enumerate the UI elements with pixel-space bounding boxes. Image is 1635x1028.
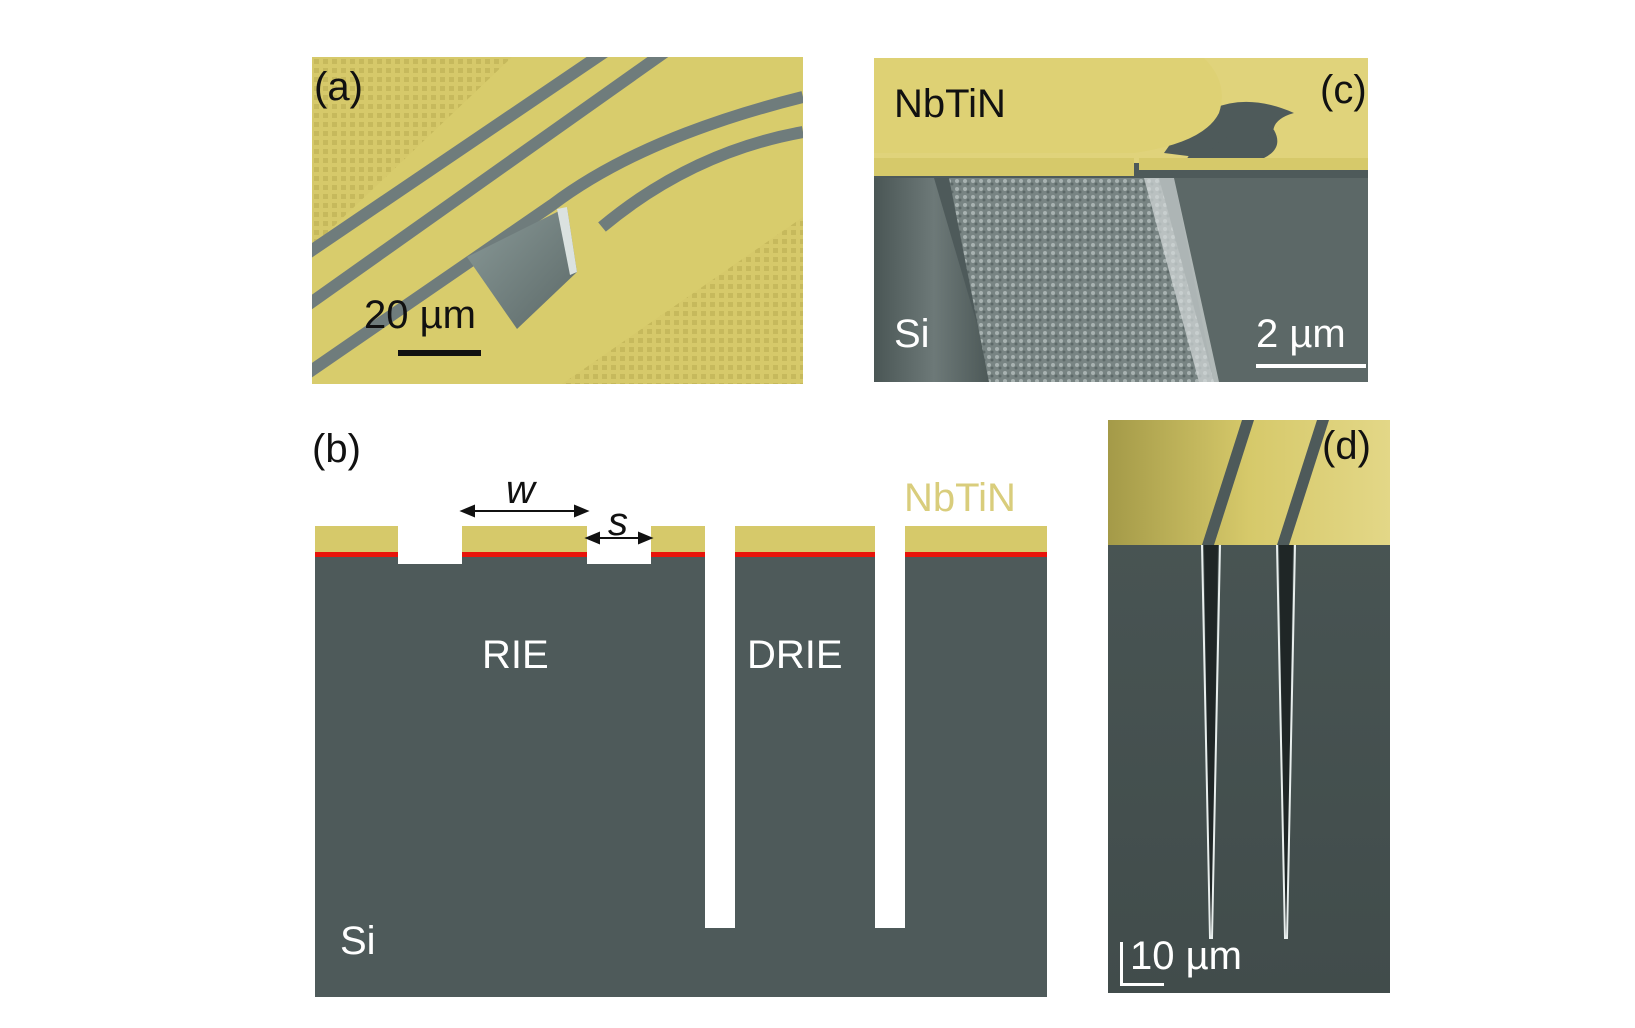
panel-c-sem-image: NbTiN (c) Si 2 µm [874,58,1368,382]
w-dimension-arrow [459,504,590,518]
drie-trench-2 [875,521,905,928]
panel-c-scalebar-text: 2 µm [1256,312,1346,356]
s-label: s [608,500,628,544]
panel-a-label: (a) [314,65,363,109]
panel-b-graphic [315,504,1047,997]
panel-d-scalebar [1120,942,1123,986]
nbtin-film [315,526,1047,552]
rie-label: RIE [482,633,549,677]
panel-a-sem-image: (a) 20 µm [312,57,803,384]
drie-trench-1 [705,521,735,928]
w-label: w [506,468,535,512]
panel-d-label: (d) [1322,424,1371,468]
rie-gap-2 [587,526,651,564]
panel-c-nbtin-label: NbTiN [894,82,1006,126]
panel-d-scalebar-text: 10 µm [1130,934,1242,978]
panel-d-graphic [1108,420,1390,993]
panel-c-label: (c) [1320,68,1367,112]
s-dimension-arrow [584,531,654,545]
interface-layer [315,552,1047,557]
panel-c-scalebar [1256,364,1366,368]
panel-c-si-label: Si [894,312,930,356]
drie-label: DRIE [747,633,843,677]
si-substrate [315,556,1047,997]
panel-d-scalebar-base [1120,983,1164,986]
panel-a-graphic [312,57,803,384]
panel-b-schematic: (b) w s NbTiN RIE DRIE Si [310,425,1060,1000]
panel-a-scalebar [398,350,481,356]
nbtin-label: NbTiN [904,476,1016,520]
panel-c-graphic [874,58,1368,382]
panel-a-scalebar-text: 20 µm [364,293,476,337]
panel-d-sem-image: (d) 10 µm [1108,420,1390,993]
rie-gap-1 [398,526,462,564]
si-label: Si [340,919,376,963]
panel-b-label: (b) [312,427,361,471]
